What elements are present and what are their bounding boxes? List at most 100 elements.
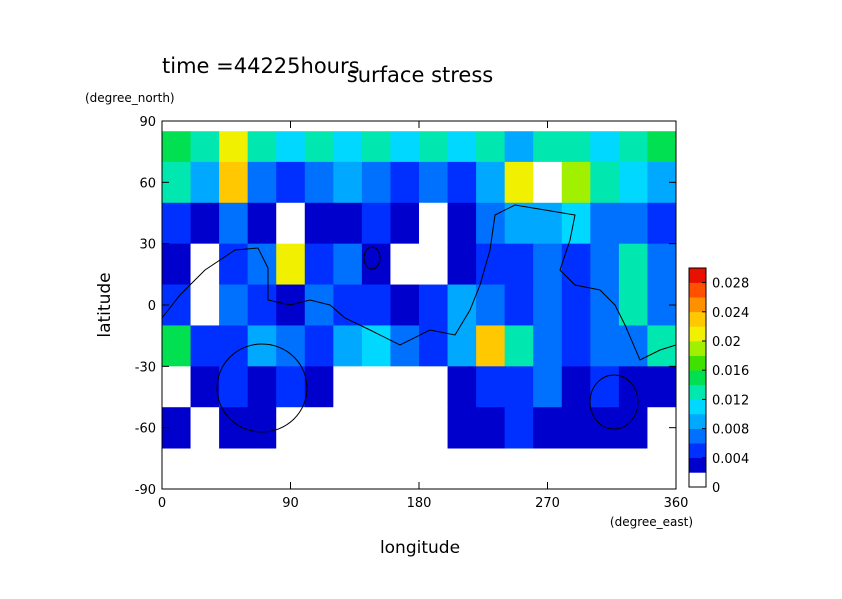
field-cell [276, 161, 306, 204]
field-cell [419, 407, 448, 449]
field-cell [219, 202, 249, 245]
field-cell [476, 202, 506, 245]
field-cell [162, 202, 191, 245]
field-cell [190, 131, 220, 163]
y-units: (degree_north) [85, 91, 175, 105]
field-cell [447, 131, 477, 163]
y-tick-label: 30 [139, 238, 156, 253]
field-cell [447, 325, 477, 367]
coastlines [161, 204, 677, 433]
field-cell [476, 131, 506, 163]
field-cell [361, 161, 391, 204]
y-axis-label: latitude [95, 272, 115, 337]
colorbar-segment [689, 268, 706, 283]
colorbar-tick-label: 0.028 [712, 277, 749, 292]
field-cell [504, 325, 534, 367]
colorbar-tick-label: 0.024 [712, 306, 749, 321]
coastline [216, 343, 308, 433]
field-cell [276, 243, 306, 285]
field-cell [333, 366, 363, 408]
field-cell [590, 366, 620, 408]
field-cell [447, 366, 477, 408]
field-cell [190, 284, 220, 326]
field [162, 131, 677, 449]
field-cell [447, 407, 477, 449]
field-cell [618, 202, 648, 245]
field-cell [618, 284, 648, 326]
colorbar-tick-label: 0 [712, 481, 720, 496]
field-cell [219, 366, 249, 408]
field-cell [304, 243, 334, 285]
field-cell [162, 366, 191, 408]
field-cell [476, 284, 506, 326]
colorbar-tick-label: 0.02 [712, 335, 741, 350]
field-cell [361, 407, 391, 449]
field-cell [333, 243, 363, 285]
field-cell [590, 407, 620, 449]
field-cell [561, 284, 591, 326]
field-cell [533, 161, 563, 204]
y-tick-label: 60 [139, 176, 156, 191]
colorbar-frame [688, 267, 707, 488]
colorbar-segment [689, 443, 706, 459]
field-cell [419, 366, 448, 408]
field-cell [533, 284, 563, 326]
field-cell [276, 325, 306, 367]
field-cell [304, 161, 334, 204]
field-cell [333, 325, 363, 367]
field-cell [219, 284, 249, 326]
x-tick-label: 360 [664, 496, 689, 511]
field-cell [219, 131, 249, 163]
colorbar-tick-label: 0.016 [712, 364, 749, 379]
field-cell [333, 407, 363, 449]
colorbar-segment [689, 341, 706, 356]
field-cell [447, 243, 477, 285]
field-cell [647, 366, 677, 408]
colorbar-segment [689, 472, 706, 488]
field-cell [618, 325, 648, 367]
field-cell [647, 131, 677, 163]
field-cell [533, 407, 563, 449]
y-tick-label: -60 [135, 422, 156, 437]
field-cell [419, 161, 448, 204]
field-cell [590, 202, 620, 245]
field-cell [162, 243, 191, 285]
field-cell [533, 131, 563, 163]
field-cell [504, 284, 534, 326]
x-tick-label: 270 [535, 496, 560, 511]
coastline [589, 374, 639, 430]
field-cell [219, 161, 249, 204]
field-cell [504, 243, 534, 285]
field-cell [390, 202, 420, 245]
field-cell [390, 243, 420, 285]
field-cell [361, 202, 391, 245]
field-cell [361, 366, 391, 408]
colorbar-segment [689, 370, 706, 386]
colorbar-segment [689, 414, 706, 429]
field-cell [276, 202, 306, 245]
field-cell [162, 325, 191, 367]
colorbar-tick-label: 0.012 [712, 393, 749, 408]
field-cell [419, 131, 448, 163]
field-cell [247, 243, 277, 285]
chart-title: surface stress [347, 63, 493, 87]
x-units: (degree_east) [610, 515, 693, 529]
field-cell [190, 325, 220, 367]
colorbar-segment [689, 399, 706, 415]
colorbar-segment [689, 457, 706, 473]
field-cell [419, 284, 448, 326]
colorbar-segment [689, 428, 706, 444]
field-cell [590, 243, 620, 285]
y-tick-label: -90 [135, 483, 156, 498]
field-cell [304, 202, 334, 245]
field-cell [476, 407, 506, 449]
field-cell [190, 407, 220, 449]
field-cell [361, 284, 391, 326]
colorbar-segment [689, 326, 706, 342]
field-cell [190, 366, 220, 408]
field-cell [247, 366, 277, 408]
field-cell [561, 131, 591, 163]
field-cell [304, 366, 334, 408]
field-cell [304, 131, 334, 163]
